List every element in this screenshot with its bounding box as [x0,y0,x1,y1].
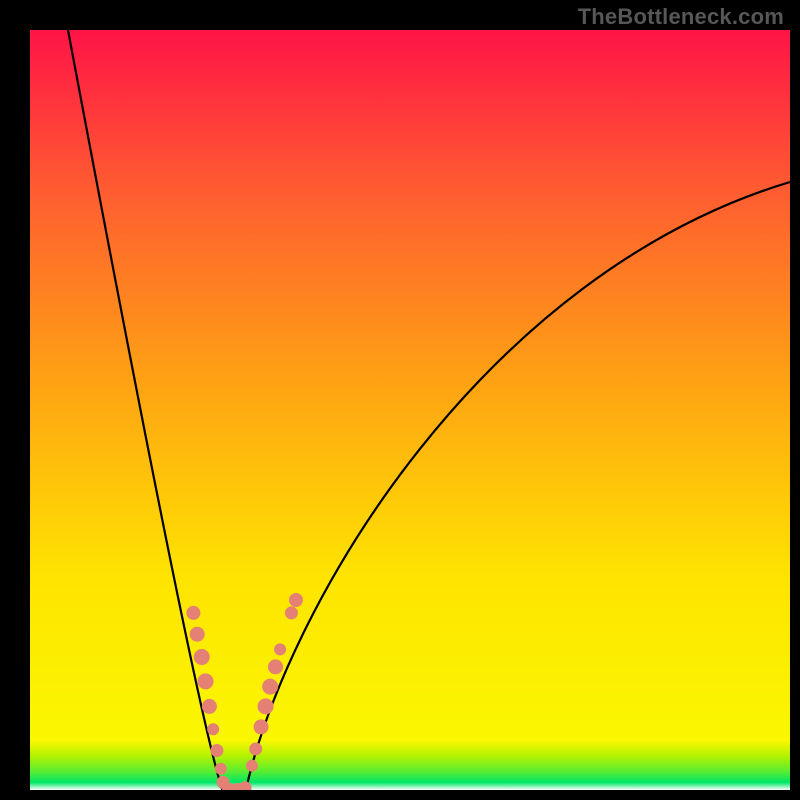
data-marker [290,594,303,607]
data-marker [268,660,282,674]
chart-container: TheBottleneck.com [0,0,800,800]
data-marker [263,679,278,694]
bottleneck-curve [68,30,790,790]
data-marker [208,724,219,735]
plot-area [30,30,790,790]
data-marker [198,674,213,689]
data-marker [246,760,257,771]
data-marker [211,744,223,756]
data-marker [215,763,226,774]
data-marker [194,650,209,665]
data-marker [187,606,200,619]
data-marker [190,627,204,641]
data-marker [250,743,262,755]
curve-layer [30,30,790,790]
data-marker [254,720,268,734]
data-marker [285,607,297,619]
data-marker [275,644,286,655]
data-marker [202,699,216,713]
data-marker [258,699,273,714]
data-marker [239,782,251,790]
watermark-text: TheBottleneck.com [578,4,784,30]
